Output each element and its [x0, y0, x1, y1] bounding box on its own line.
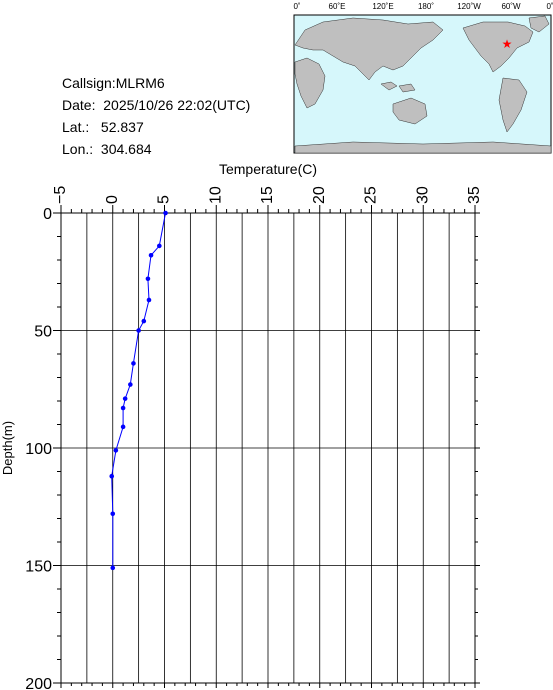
profile-point [157, 243, 162, 249]
plot-frame [60, 212, 476, 684]
date-value: 2025/10/26 22:02(UTC) [103, 97, 251, 113]
profile-point [113, 448, 119, 453]
profile-point [109, 473, 115, 479]
map-top-label: 120˚W [457, 2, 481, 11]
x-tick-label: 35 [466, 186, 483, 204]
map-top-label: 120˚E [372, 2, 393, 11]
australia-landmass [392, 97, 428, 125]
lon-label: Lon.: [62, 141, 94, 157]
profile-point [131, 361, 136, 366]
profile-point [163, 210, 168, 216]
x-tick-label: 15 [259, 186, 276, 204]
eurasia-landmass [294, 17, 444, 81]
lon-line: Lon.: 304.684 [62, 138, 250, 160]
profile-point [120, 405, 126, 411]
map-top-label: 180˚ [418, 2, 434, 11]
date-label: Date: [62, 97, 96, 113]
y-tick-label: 150 [25, 559, 52, 576]
y-tick-label: 50 [34, 324, 52, 341]
profile-point [120, 424, 126, 430]
chart-ticks [53, 205, 480, 688]
station-info: Callsign:MLRM6 Date: 2025/10/26 22:02(UT… [62, 72, 250, 160]
y-tick-label: 0 [43, 206, 52, 223]
profile-series [109, 210, 168, 571]
indonesia-islands [380, 81, 416, 93]
profile-point [146, 297, 152, 303]
callsign-value: MLRM6 [115, 75, 165, 91]
x-tick-label: −5 [52, 186, 69, 204]
x-tick-label: 0 [104, 195, 121, 204]
y-tick-label: 100 [25, 441, 52, 458]
south-america-landmass [498, 77, 528, 133]
x-tick-label: 20 [311, 186, 328, 204]
profile-point [136, 328, 141, 333]
lat-label: Lat.: [62, 119, 90, 135]
station-star-icon: ★ [502, 37, 513, 51]
x-tick-label: 25 [363, 186, 380, 204]
north-america-landmass [462, 21, 534, 73]
map-top-label: 0˚ [546, 2, 553, 11]
profile-point [141, 318, 147, 324]
profile-point [145, 276, 151, 282]
profile-point [110, 565, 116, 571]
antarctica-landmass [294, 141, 552, 154]
x-tick-label: 5 [156, 195, 173, 204]
profile-point [122, 396, 128, 401]
profile-point [128, 382, 133, 387]
map-top-label: 60˚W [501, 2, 521, 11]
y-tick-labels: 0 50 100 150 200 [25, 206, 52, 690]
callsign-line: Callsign:MLRM6 [62, 72, 250, 94]
lon-value: 304.684 [100, 141, 152, 157]
x-tick-label: 30 [414, 186, 431, 204]
x-axis-label: Temperature(C) [219, 161, 317, 177]
date-line: Date: 2025/10/26 22:02(UTC) [62, 94, 250, 116]
profile-point [110, 511, 116, 517]
map-top-label: 0˚ [293, 2, 300, 11]
map-land [294, 15, 552, 154]
lat-line: Lat.: 52.837 [62, 116, 250, 138]
africa-landmass [294, 57, 326, 109]
y-axis-label: Depth(m) [0, 421, 15, 475]
callsign-label: Callsign: [62, 75, 116, 91]
x-tick-labels: −5 0 5 10 15 20 25 30 35 [52, 186, 483, 204]
profile-line [111, 212, 166, 568]
profile-point [148, 253, 154, 258]
x-tick-label: 10 [207, 186, 224, 204]
y-tick-label: 200 [25, 676, 52, 690]
greenland-landmass [528, 15, 550, 33]
chart-grid [61, 213, 475, 683]
map-top-label: 60˚E [329, 2, 346, 11]
lat-value: 52.837 [100, 119, 144, 135]
